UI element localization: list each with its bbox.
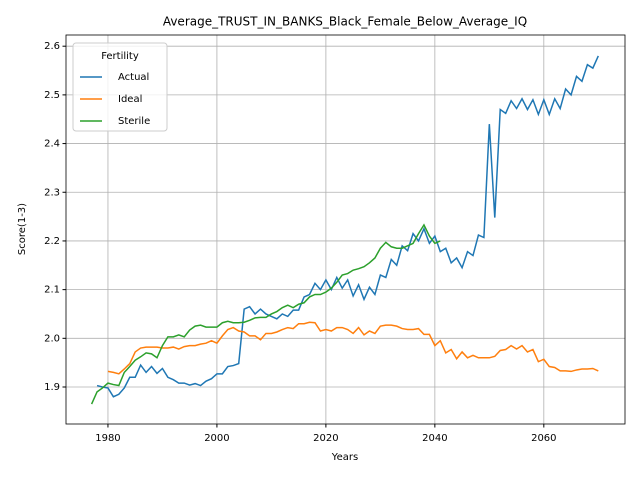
series-line [96,55,599,398]
y-tick-label: 2.4 [44,139,60,150]
y-tick-label: 2.5 [44,90,60,101]
x-tick-label: 2060 [531,433,556,444]
y-tick-label: 2.2 [44,236,60,247]
x-tick-label: 2020 [313,433,338,444]
legend-label: Ideal [118,94,142,105]
legend-label: Actual [118,72,149,83]
x-axis-label: Years [331,452,358,463]
series-line [90,223,441,405]
legend: Fertility Actual Ideal Sterile [72,42,168,132]
y-tick-label: 2.3 [44,187,60,198]
x-tick-label: 1980 [95,433,120,444]
axes-frame [65,34,626,425]
lines [90,55,599,405]
legend-title: Fertility [101,51,139,62]
chart-title: Average_TRUST_IN_BANKS_Black_Female_Belo… [163,15,527,29]
series-line [107,321,599,375]
legend-label: Sterile [118,116,150,127]
x-tick-label: 2000 [204,433,229,444]
y-tick-label: 2.1 [44,285,60,296]
legend-box [72,42,168,132]
y-tick-label: 1.9 [44,382,60,393]
x-tick-label: 2040 [422,433,447,444]
y-tick-label: 2.6 [44,41,60,52]
y-tick-label: 2.0 [44,333,60,344]
y-axis-label: Score(1-3) [17,203,28,255]
